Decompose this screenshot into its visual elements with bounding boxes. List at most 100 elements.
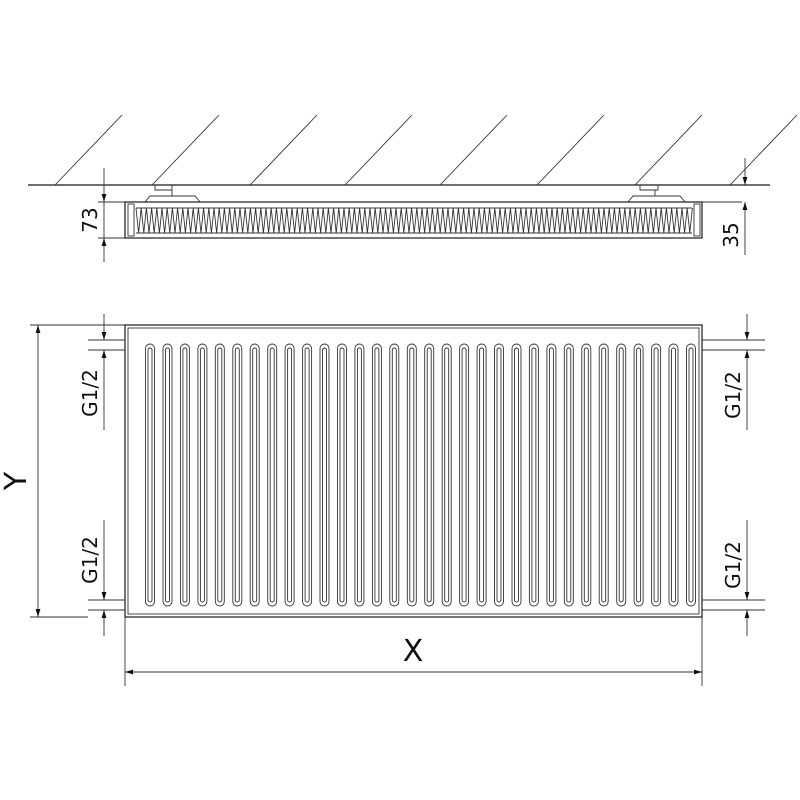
radiator-tube [598,343,609,607]
radiator-tube [284,343,295,607]
radiator-tube-inner [287,347,293,603]
radiator-tube-inner [566,347,572,603]
radiator-tube-inner [514,347,519,603]
radiator-tube [459,343,470,607]
wall-hatching [54,114,798,186]
radiator-tube [476,343,487,607]
radiator-tube-inner [199,347,205,603]
side-end-cap-left [127,203,135,237]
radiator-tube-inner [339,347,345,603]
radiator-tube [232,343,243,607]
radiator-tube-inner [165,347,170,603]
connection-bottom-left-label: G1/2 [78,536,102,584]
radiator-tube-inner [409,347,415,603]
radiator-front-body [124,324,703,618]
connection-top-right-label: G1/2 [721,371,745,419]
radiator-tube [616,343,627,607]
connection-bottom-right-label: G1/2 [721,541,745,589]
front-view [88,324,765,618]
hatch-line [634,114,703,186]
radiator-tube-inner [601,347,607,603]
radiator-tube [651,343,662,607]
hatch-line [249,114,318,186]
radiator-tube [406,343,417,607]
radiator-tube [145,343,155,607]
radiator-tube-inner [252,347,258,603]
bracket-right [627,185,686,203]
radiator-tube-inner [217,347,223,603]
radiator-tube [319,343,330,607]
dimension-depth: 73 [78,168,125,262]
radiator-tube [267,343,278,607]
radiator-tube-inner [496,347,502,603]
radiator-tube [581,343,592,607]
radiator-tube-inner [583,347,589,603]
hatch-line [151,114,220,186]
radiator-tube-inner [269,347,275,603]
radiator-tube-inner [461,347,467,603]
depth-label: 73 [78,207,102,232]
wall-gap-label: 35 [719,222,743,247]
radiator-tube [633,343,644,607]
pipe-connections-left [88,339,125,611]
radiator-tube [686,343,696,607]
radiator-tube [354,343,365,607]
radiator-tube-inner [653,347,659,603]
radiator-tube [424,343,435,607]
dimension-connections-right: G1/2 G1/2 [721,314,750,636]
radiator-tube-inner [531,347,537,603]
dimension-height: Y [0,324,125,618]
radiator-tube-inner [391,347,397,603]
radiator-tube [249,343,260,607]
side-view [124,185,703,239]
pipe-connections-right [702,339,765,611]
hatch-line [729,114,798,186]
radiator-tube-inner [234,347,240,603]
height-label: Y [0,471,34,491]
radiator-tube-inner [479,347,485,603]
radiator-tube [441,343,452,607]
radiator-tube [563,343,574,607]
radiator-side-body [124,201,703,239]
radiator-tube [528,343,539,607]
convector-fins [135,207,693,234]
dimension-wall-gap: 35 [702,158,748,255]
hatch-line [54,114,123,186]
dimension-connections-left: G1/2 G1/2 [78,314,107,636]
radiator-tube [214,343,225,607]
dimension-width: X [124,617,703,686]
radiator-tube-inner [636,347,642,603]
radiator-tube [668,343,679,607]
radiator-tube [546,343,557,607]
radiator-tube-inner [688,347,694,603]
radiator-tube [337,343,347,607]
radiator-tube [302,343,313,607]
radiator-tube-inner [356,347,362,603]
radiator-tube [511,343,522,607]
radiator-tube [197,343,208,607]
radiator-tube-inner [426,347,432,603]
hatch-line [536,114,605,186]
wall [28,114,798,186]
hatch-line [439,114,508,186]
radiator-tube [162,343,173,607]
radiator-tubes [145,343,696,607]
radiator-tube-inner [444,347,450,603]
connection-top-left-label: G1/2 [78,369,102,417]
convector-fin-zigzag [135,207,693,234]
side-end-cap-right [693,203,701,237]
bracket-left [144,185,201,203]
radiator-tube-inner [182,347,188,603]
width-label: X [403,634,424,669]
hatch-line [344,114,413,186]
radiator-tube [494,343,504,607]
radiator-tube-inner [548,347,554,603]
radiator-tube-inner [304,347,310,603]
radiator-tube [179,343,190,607]
radiator-tube-inner [671,347,676,603]
radiator-tube-inner [322,347,327,603]
radiator-tube [371,343,382,607]
radiator-tube [389,343,400,607]
radiator-tube-inner [147,347,153,603]
